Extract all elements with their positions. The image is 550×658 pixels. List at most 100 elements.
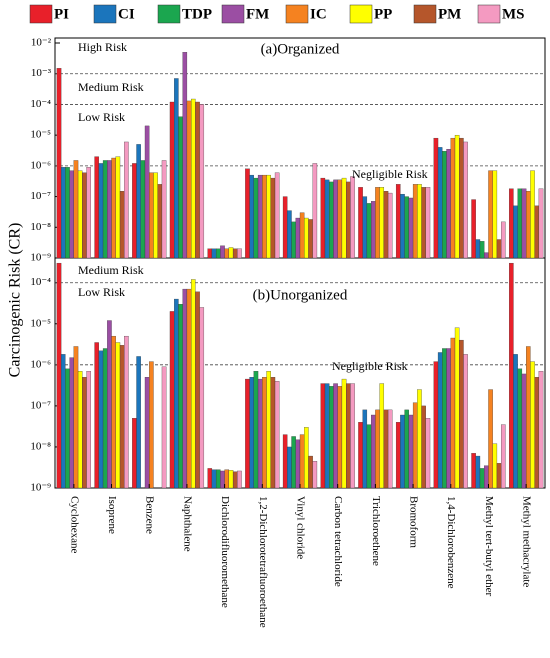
bar	[395, 184, 401, 259]
bar	[358, 422, 363, 489]
risk-label: Negligible Risk	[352, 167, 428, 181]
risk-label: Low Risk	[78, 285, 125, 299]
bar	[182, 52, 188, 259]
bar	[404, 409, 409, 489]
bar	[245, 378, 250, 489]
bar	[178, 116, 183, 259]
legend-swatch	[157, 4, 181, 24]
bar	[538, 371, 544, 489]
bar	[245, 168, 250, 259]
bar	[295, 217, 301, 259]
bar	[408, 414, 414, 489]
bar	[329, 386, 334, 489]
bar	[186, 100, 192, 259]
bar	[132, 163, 137, 259]
bar	[412, 184, 418, 259]
legend-label: PP	[374, 6, 392, 22]
bar	[115, 342, 121, 489]
bar	[211, 248, 217, 259]
bar	[350, 176, 355, 259]
bar	[124, 141, 129, 259]
bar	[463, 354, 468, 489]
bar	[320, 383, 326, 489]
bar	[136, 356, 141, 489]
bar	[383, 409, 389, 489]
bar	[450, 137, 456, 259]
bar	[387, 192, 393, 259]
bar	[492, 170, 498, 259]
bar	[346, 383, 351, 489]
bar	[433, 361, 439, 489]
bar	[102, 348, 108, 489]
bar	[366, 424, 372, 489]
y-tick-label: 10⁻⁹	[30, 482, 51, 494]
bar	[77, 170, 83, 259]
bar	[107, 320, 112, 489]
bar	[501, 424, 506, 489]
bar	[274, 381, 280, 489]
bar	[425, 187, 431, 259]
bar	[421, 405, 426, 489]
legend-label: PM	[438, 6, 461, 22]
bar	[144, 377, 150, 489]
bar	[442, 151, 447, 259]
bar	[169, 311, 175, 489]
bar	[521, 373, 527, 489]
legend-swatch	[349, 4, 373, 24]
bar	[191, 98, 196, 259]
bar	[132, 418, 137, 489]
bar	[484, 465, 489, 489]
bar	[446, 148, 451, 259]
bar	[513, 354, 518, 489]
x-tick-label: Dichlorodifluoromethane	[219, 496, 231, 608]
bar	[161, 366, 167, 489]
panel-title: (b)Unorganized	[253, 287, 348, 303]
bar	[442, 348, 447, 489]
y-tick-label: 10⁻⁹	[30, 252, 51, 264]
bar	[253, 177, 259, 259]
bar	[86, 371, 91, 489]
bar	[73, 160, 79, 259]
bar	[102, 160, 108, 259]
y-axis-title: Carcinogenic Risk (CR)	[7, 223, 24, 378]
bar	[157, 184, 163, 259]
bar	[383, 191, 389, 259]
bar	[312, 461, 318, 489]
bar	[249, 174, 254, 259]
bar	[282, 434, 288, 489]
bar	[496, 239, 502, 259]
risk-label: Medium Risk	[78, 80, 144, 94]
bar	[370, 201, 376, 259]
bar	[149, 172, 154, 259]
y-tick-label: 10⁻³	[31, 67, 52, 79]
bar	[224, 469, 230, 489]
bar	[421, 187, 426, 259]
legend-swatch	[93, 4, 117, 24]
bar	[237, 248, 242, 259]
bar	[488, 389, 493, 489]
bar	[274, 172, 280, 259]
bar	[417, 184, 422, 259]
legend-swatch	[285, 4, 309, 24]
bar	[65, 368, 70, 489]
bar	[517, 368, 523, 489]
bar	[270, 177, 276, 259]
bar	[312, 163, 318, 259]
x-tick-label: Cyclohexane	[68, 496, 80, 554]
bar	[362, 196, 368, 259]
bar	[56, 262, 62, 489]
bar	[228, 470, 234, 489]
bar	[437, 147, 443, 259]
legend-label: CI	[118, 6, 135, 22]
legend-swatch	[477, 4, 501, 24]
bar	[299, 212, 305, 259]
bar	[479, 468, 485, 489]
bar	[270, 377, 276, 489]
bar	[538, 188, 544, 259]
x-tick-label: 1,2-Dichlorotetrafluoroethane	[257, 496, 269, 628]
bar	[333, 383, 338, 489]
bar	[266, 174, 271, 259]
bar	[320, 177, 326, 259]
bar	[530, 170, 535, 259]
bar	[262, 377, 267, 489]
